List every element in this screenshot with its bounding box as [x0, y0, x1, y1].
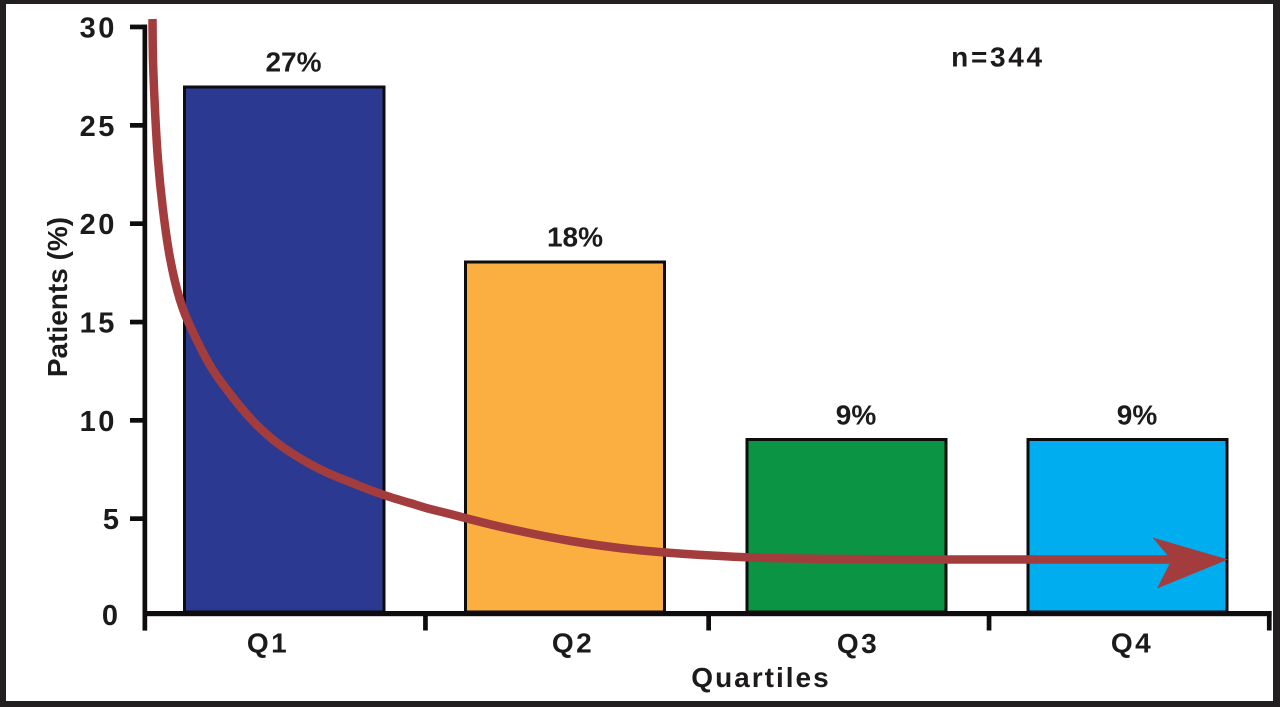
svg-text:n=344: n=344: [951, 41, 1045, 72]
svg-text:15: 15: [80, 308, 117, 340]
svg-text:30: 30: [80, 13, 117, 45]
svg-text:9%: 9%: [836, 400, 877, 431]
svg-text:Patients (%): Patients (%): [42, 217, 73, 377]
svg-text:Quartiles: Quartiles: [691, 662, 830, 693]
svg-text:0: 0: [102, 600, 118, 632]
svg-text:Q1: Q1: [247, 627, 289, 658]
svg-text:25: 25: [80, 111, 117, 143]
svg-text:5: 5: [103, 504, 119, 536]
svg-text:27%: 27%: [265, 47, 321, 78]
svg-text:Q2: Q2: [552, 627, 594, 658]
svg-text:Q3: Q3: [837, 628, 879, 659]
svg-text:9%: 9%: [1117, 400, 1158, 431]
svg-text:Q4: Q4: [1111, 627, 1153, 658]
svg-text:20: 20: [80, 209, 117, 241]
svg-text:18%: 18%: [547, 222, 603, 253]
svg-text:10: 10: [80, 406, 117, 438]
